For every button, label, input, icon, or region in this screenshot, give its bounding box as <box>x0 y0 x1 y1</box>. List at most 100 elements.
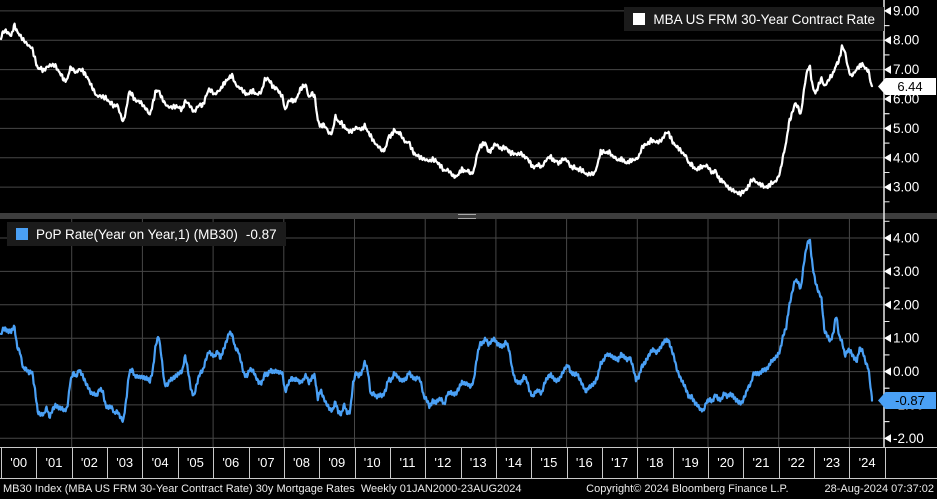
x-axis-separator <box>495 448 497 478</box>
x-tick-label: '05 <box>186 455 204 470</box>
y-tick-label: 7.00 <box>893 62 919 77</box>
footer-timestamp: 28-Aug-2024 07:37:02 <box>824 482 934 495</box>
y-tick-label: 9.00 <box>893 3 919 18</box>
tick-arrow-icon <box>884 94 891 104</box>
x-tick-label: '23 <box>823 455 841 470</box>
tick-arrow-icon <box>884 6 891 16</box>
panel-divider[interactable] <box>0 213 937 219</box>
x-tick-label: '03 <box>116 455 134 470</box>
x-tick-label: '02 <box>80 455 98 470</box>
y-tick-label: 8.00 <box>893 33 919 48</box>
x-axis-separator <box>36 448 38 478</box>
x-tick-label: '19 <box>681 455 699 470</box>
legend-bottom-series[interactable]: PoP Rate(Year on Year,1) (MB30) -0.87 <box>7 222 286 246</box>
x-tick-label: '22 <box>787 455 805 470</box>
panel-divider-handle-icon[interactable] <box>458 214 476 219</box>
x-tick-label: '17 <box>611 455 629 470</box>
legend-bottom-label: PoP Rate(Year on Year,1) (MB30) <box>36 226 238 242</box>
tick-arrow-icon <box>884 153 891 162</box>
x-axis-separator <box>248 448 250 478</box>
legend-top-label: MBA US FRM 30-Year Contract Rate <box>653 11 875 27</box>
legend-top-series[interactable]: MBA US FRM 30-Year Contract Rate <box>624 7 884 31</box>
x-axis-separator <box>602 448 603 478</box>
y-tick-label: 5.00 <box>893 121 919 136</box>
bottom-panel-plot <box>0 219 884 447</box>
x-axis-separator <box>884 448 886 478</box>
time-axis[interactable]: '00 '01 '02 '03 '04 '05 '06 '07 '08 '09 '10 '11 '12 '… <box>0 447 937 479</box>
x-tick-label: '18 <box>646 455 664 470</box>
y-tick-label: 4.00 <box>893 231 919 246</box>
bottom-panel-yoy-chart[interactable] <box>0 219 884 447</box>
y-tick-label: 3.00 <box>893 180 919 195</box>
footer: MB30 Index (MBA US FRM 30-Year Contract … <box>0 478 937 499</box>
tick-arrow-icon <box>884 182 891 192</box>
top-panel-rate-chart[interactable] <box>0 0 884 213</box>
tick-arrow-icon <box>884 367 891 376</box>
x-axis-separator <box>637 448 639 478</box>
x-tick-label: '04 <box>151 455 169 470</box>
x-axis-separator <box>389 448 391 478</box>
last-price-badge-bottom: -0.87 <box>878 392 936 409</box>
x-axis-separator <box>460 448 462 478</box>
x-tick-label: '21 <box>752 455 770 470</box>
x-axis-separator <box>319 448 321 478</box>
tick-arrow-icon <box>884 65 891 74</box>
x-tick-label: '10 <box>363 455 381 470</box>
tick-arrow-icon <box>884 434 891 443</box>
x-axis-separator <box>213 448 215 478</box>
value-axis-ticks: 9.00 8.00 7.00 6.00 5.00 4.00 3.00 4.00 3.00 2.00… <box>883 0 924 447</box>
x-tick-label: '20 <box>717 455 735 470</box>
x-tick-label: '01 <box>45 455 63 470</box>
y-tick-label: 4.00 <box>893 150 919 165</box>
tick-arrow-icon <box>884 124 891 133</box>
x-tick-label: '08 <box>293 455 310 470</box>
x-tick-label: '09 <box>328 455 346 470</box>
last-price-badge-top: 6.44 <box>878 78 936 95</box>
top-panel-plot <box>0 10 884 197</box>
y-tick-label: -2.00 <box>893 431 924 446</box>
x-axis-separator <box>425 448 427 478</box>
tick-arrow-icon <box>884 300 891 309</box>
x-tick-label: '00 <box>10 455 28 470</box>
x-axis-separator <box>814 448 816 478</box>
y-tick-label: 1.00 <box>893 331 919 346</box>
tick-arrow-icon <box>884 36 891 45</box>
right-value-axis[interactable]: 9.00 8.00 7.00 6.00 5.00 4.00 3.00 4.00 3.00 2.00… <box>880 0 937 447</box>
x-tick-label: '12 <box>434 455 452 470</box>
footer-security-description: MB30 Index (MBA US FRM 30-Year Contract … <box>3 482 522 495</box>
x-axis-separator <box>283 448 285 478</box>
x-tick-label: '14 <box>505 455 523 470</box>
x-axis-separator <box>142 448 144 478</box>
y-tick-label: 3.00 <box>893 264 919 279</box>
x-axis-separator <box>1 448 2 478</box>
x-tick-label: '15 <box>540 455 558 470</box>
x-axis-separator <box>566 448 568 478</box>
x-axis-separator <box>672 448 674 478</box>
tick-arrow-icon <box>884 333 891 343</box>
tick-arrow-icon <box>884 233 891 243</box>
y-tick-label: 2.00 <box>893 297 919 312</box>
yoy-line <box>0 238 874 423</box>
y-tick-label: 0.00 <box>893 364 919 379</box>
x-tick-label: '11 <box>399 455 416 470</box>
legend-bottom-value: -0.87 <box>245 226 277 242</box>
x-axis-separator <box>743 448 745 478</box>
x-axis-separator <box>354 448 356 478</box>
x-tick-label: '16 <box>575 455 593 470</box>
x-axis-separator <box>531 448 533 478</box>
tick-arrow-icon <box>884 267 891 276</box>
x-axis-separator <box>849 448 851 478</box>
x-tick-label: '13 <box>469 455 487 470</box>
x-axis-separator <box>107 448 109 478</box>
legend-swatch-white-icon <box>633 13 646 25</box>
legend-swatch-blue-icon <box>16 228 28 240</box>
x-axis-separator <box>71 448 73 478</box>
x-tick-label: '07 <box>257 455 275 470</box>
footer-copyright: Copyright© 2024 Bloomberg Finance L.P. <box>586 482 789 495</box>
x-tick-label: '06 <box>222 455 240 470</box>
y-tick-label: 6.00 <box>893 92 919 107</box>
x-axis-separator <box>778 448 780 478</box>
x-axis-separator <box>177 448 179 478</box>
rate-line <box>0 22 874 197</box>
